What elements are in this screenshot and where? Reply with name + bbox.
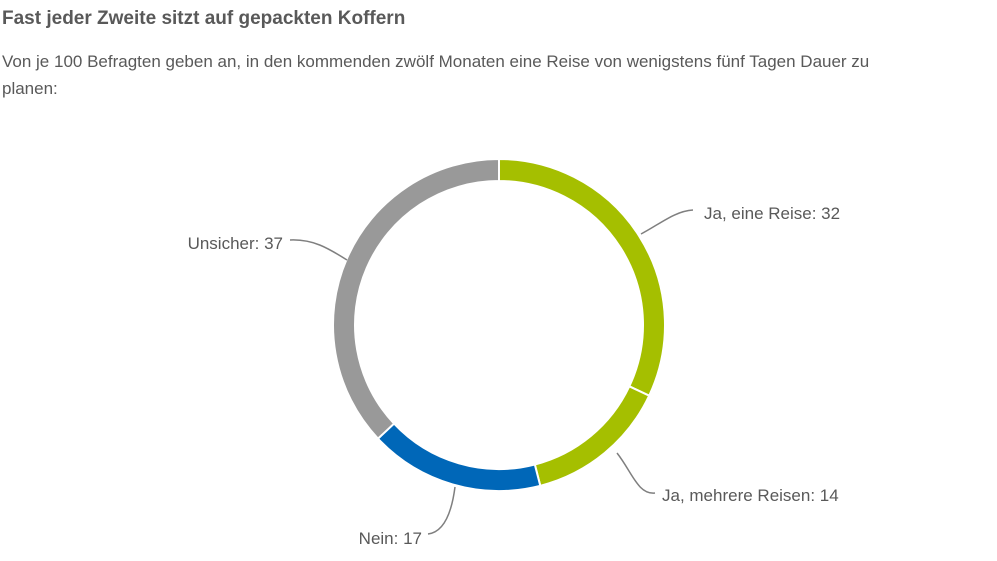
- leader-line-ja-mehrere-reisen: [616, 452, 656, 494]
- slice-nein: [376, 422, 542, 492]
- data-label-unsicher: Unsicher: 37: [188, 234, 283, 253]
- data-label-ja-mehrere-reisen: Ja, mehrere Reisen: 14: [662, 486, 839, 505]
- slice-ja-mehrere-reisen: [533, 384, 651, 488]
- data-label-ja-eine-reise: Ja, eine Reise: 32: [704, 204, 840, 223]
- leader-line-nein: [427, 486, 456, 535]
- chart-subtitle: Von je 100 Befragten geben an, in den ko…: [2, 52, 870, 98]
- data-label-nein: Nein: 17: [359, 529, 422, 548]
- slice-ja-eine-reise: [498, 157, 666, 398]
- chart-title: Fast jeder Zweite sitzt auf gepackten Ko…: [2, 8, 406, 29]
- leader-line-ja-eine-reise: [640, 209, 694, 235]
- slice-unsicher: [332, 157, 500, 441]
- leader-line-unsicher: [289, 239, 348, 261]
